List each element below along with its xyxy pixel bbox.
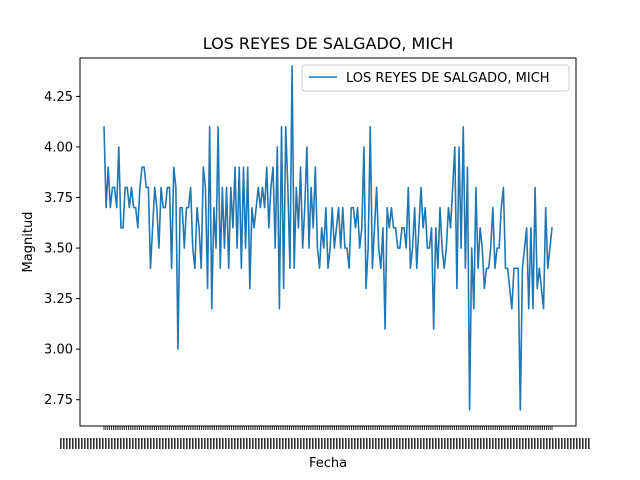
x-axis-label: Fecha bbox=[309, 456, 347, 471]
y-ticks: 2.75 3.00 3.25 3.50 3.75 4.00 4.25 bbox=[44, 90, 80, 408]
x-tick-labels-overlapped bbox=[60, 438, 590, 449]
y-tick-label: 4.25 bbox=[44, 90, 73, 105]
y-tick-label: 4.00 bbox=[44, 140, 73, 155]
y-axis-label: Magnitud bbox=[21, 212, 36, 273]
y-tick-label: 3.25 bbox=[44, 292, 73, 307]
x-ticks bbox=[60, 426, 590, 449]
y-tick-label: 3.50 bbox=[44, 242, 73, 257]
y-tick-label: 3.00 bbox=[44, 343, 73, 358]
legend: LOS REYES DE SALGADO, MICH bbox=[301, 64, 570, 92]
legend-label: LOS REYES DE SALGADO, MICH bbox=[346, 71, 550, 86]
series-line bbox=[103, 65, 553, 411]
plot-frame bbox=[79, 57, 577, 427]
legend-box bbox=[301, 64, 570, 92]
y-tick-label: 2.75 bbox=[44, 393, 73, 408]
chart-title: LOS REYES DE SALGADO, MICH bbox=[203, 34, 454, 53]
y-tick-label: 3.75 bbox=[44, 191, 73, 206]
